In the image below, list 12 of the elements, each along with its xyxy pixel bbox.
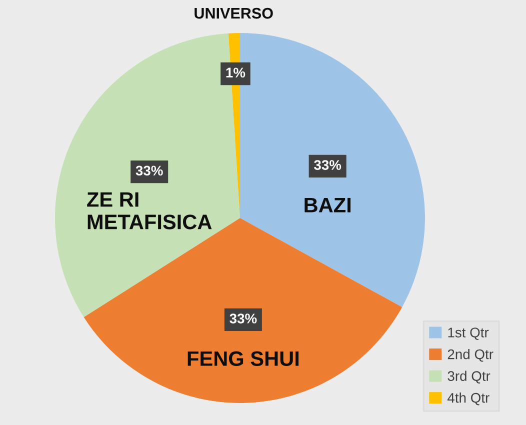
text: UNIVERSO xyxy=(194,8,273,19)
data-label: 1% xyxy=(226,68,246,78)
legend-label: 4th Qtr xyxy=(448,392,490,406)
data-label: 33% xyxy=(136,166,163,176)
data-label: 33% xyxy=(230,314,257,324)
legend-label: 3rd Qtr xyxy=(448,370,490,384)
legend-label: 1st Qtr xyxy=(448,328,489,340)
text: ZE RI METAFISICA xyxy=(87,192,212,230)
data-label: 33% xyxy=(314,160,342,170)
legend-label: 2nd Qtr xyxy=(448,349,494,362)
text: FENG SHUI xyxy=(188,351,299,366)
text: BAZI xyxy=(304,198,350,212)
